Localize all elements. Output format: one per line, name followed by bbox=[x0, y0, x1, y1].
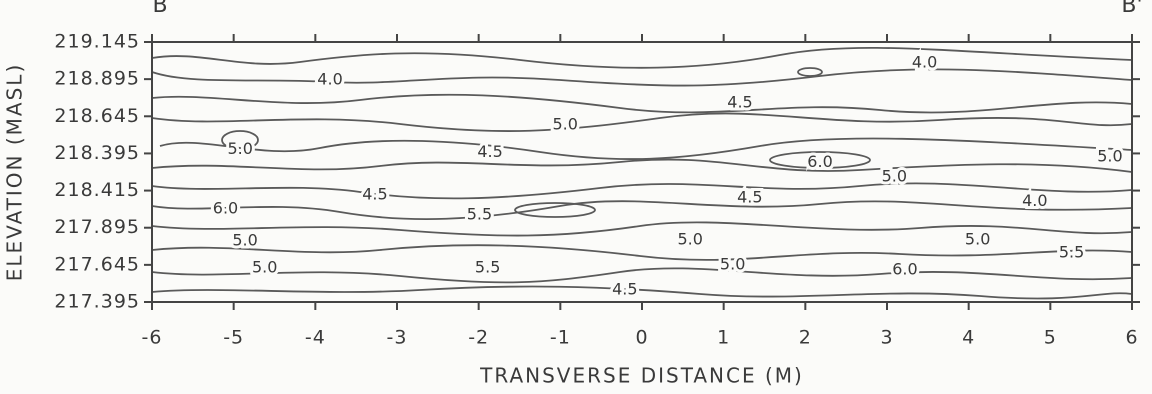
contour-line bbox=[151, 158, 1133, 173]
contour-label: 5.0 bbox=[677, 229, 702, 248]
x-tick-label: -6 bbox=[142, 327, 163, 349]
corner-label: B' bbox=[1121, 0, 1142, 18]
contour-line bbox=[151, 112, 1133, 133]
contour-line bbox=[151, 200, 1133, 221]
y-tick-label: 217.895 bbox=[54, 216, 140, 238]
contour-label: 4.0 bbox=[317, 69, 342, 88]
y-tick-label: 217.645 bbox=[54, 253, 140, 275]
contour-label: 5.0 bbox=[232, 231, 257, 250]
contour-line bbox=[151, 267, 1133, 284]
x-tick-label: -4 bbox=[305, 327, 326, 349]
contour-lines bbox=[151, 46, 1133, 300]
contour-label: 6.0 bbox=[892, 260, 917, 279]
x-tick-label: 1 bbox=[717, 327, 730, 349]
x-tick-label: 0 bbox=[635, 327, 648, 349]
x-axis-title: TRANSVERSE DISTANCE (M) bbox=[479, 364, 804, 388]
contour-label: 6.0 bbox=[213, 199, 238, 218]
x-tick-label: 4 bbox=[962, 327, 975, 349]
y-tick-label: 219.145 bbox=[54, 31, 140, 53]
x-tick-label: 3 bbox=[880, 327, 893, 349]
contour-line bbox=[159, 137, 1133, 161]
x-tick-label: -1 bbox=[550, 327, 571, 349]
contour-label: 4.5 bbox=[727, 92, 752, 111]
contour-line bbox=[151, 285, 1133, 300]
x-tick-label: -3 bbox=[387, 327, 408, 349]
contour-line bbox=[151, 221, 1133, 237]
y-tick-label: 218.415 bbox=[54, 179, 140, 201]
y-tick-label: 218.895 bbox=[54, 68, 140, 90]
contour-label: 4.5 bbox=[477, 142, 502, 161]
contour-label: 4.0 bbox=[912, 52, 937, 71]
x-tick-label: 2 bbox=[799, 327, 812, 349]
contour-line bbox=[769, 151, 871, 169]
contour-label: 5.0 bbox=[252, 257, 277, 276]
corner-label: B bbox=[152, 0, 167, 18]
x-tick-label: -5 bbox=[223, 327, 244, 349]
contour-label: 5.0 bbox=[882, 166, 907, 185]
contour-label: 5.0 bbox=[1097, 147, 1122, 166]
contour-line bbox=[797, 67, 823, 77]
contour-label: 5.0 bbox=[720, 254, 745, 273]
contour-label: 5.0 bbox=[965, 229, 990, 248]
contour-label: 4.5 bbox=[737, 188, 762, 207]
contour-line bbox=[151, 93, 1133, 114]
contour-label: 5.5 bbox=[467, 205, 492, 224]
y-tick-label: 218.645 bbox=[54, 105, 140, 127]
contour-label: 5.0 bbox=[553, 114, 578, 133]
contour-label: 4.5 bbox=[362, 185, 387, 204]
contour-line bbox=[151, 46, 1133, 69]
contour-label: 5.5 bbox=[475, 257, 500, 276]
y-tick-label: 218.395 bbox=[54, 142, 140, 164]
y-axis-title: ELEVATION (MASL) bbox=[3, 63, 27, 282]
contour-line bbox=[151, 244, 1133, 261]
x-tick-label: -2 bbox=[468, 327, 489, 349]
contour-label: 6.0 bbox=[807, 152, 832, 171]
x-tick-label: 6 bbox=[1125, 327, 1138, 349]
x-tick-label: 5 bbox=[1044, 327, 1057, 349]
contour-label: 4.0 bbox=[1022, 191, 1047, 210]
contour-label: 5.5 bbox=[1059, 242, 1084, 261]
contour-line bbox=[221, 130, 259, 150]
contour-label: 4.5 bbox=[612, 280, 637, 299]
contour-label: 5.0 bbox=[227, 139, 252, 158]
contour-line bbox=[151, 68, 1133, 87]
contour-line bbox=[514, 202, 596, 218]
contour-line bbox=[151, 182, 1133, 200]
y-tick-label: 217.395 bbox=[54, 291, 140, 313]
